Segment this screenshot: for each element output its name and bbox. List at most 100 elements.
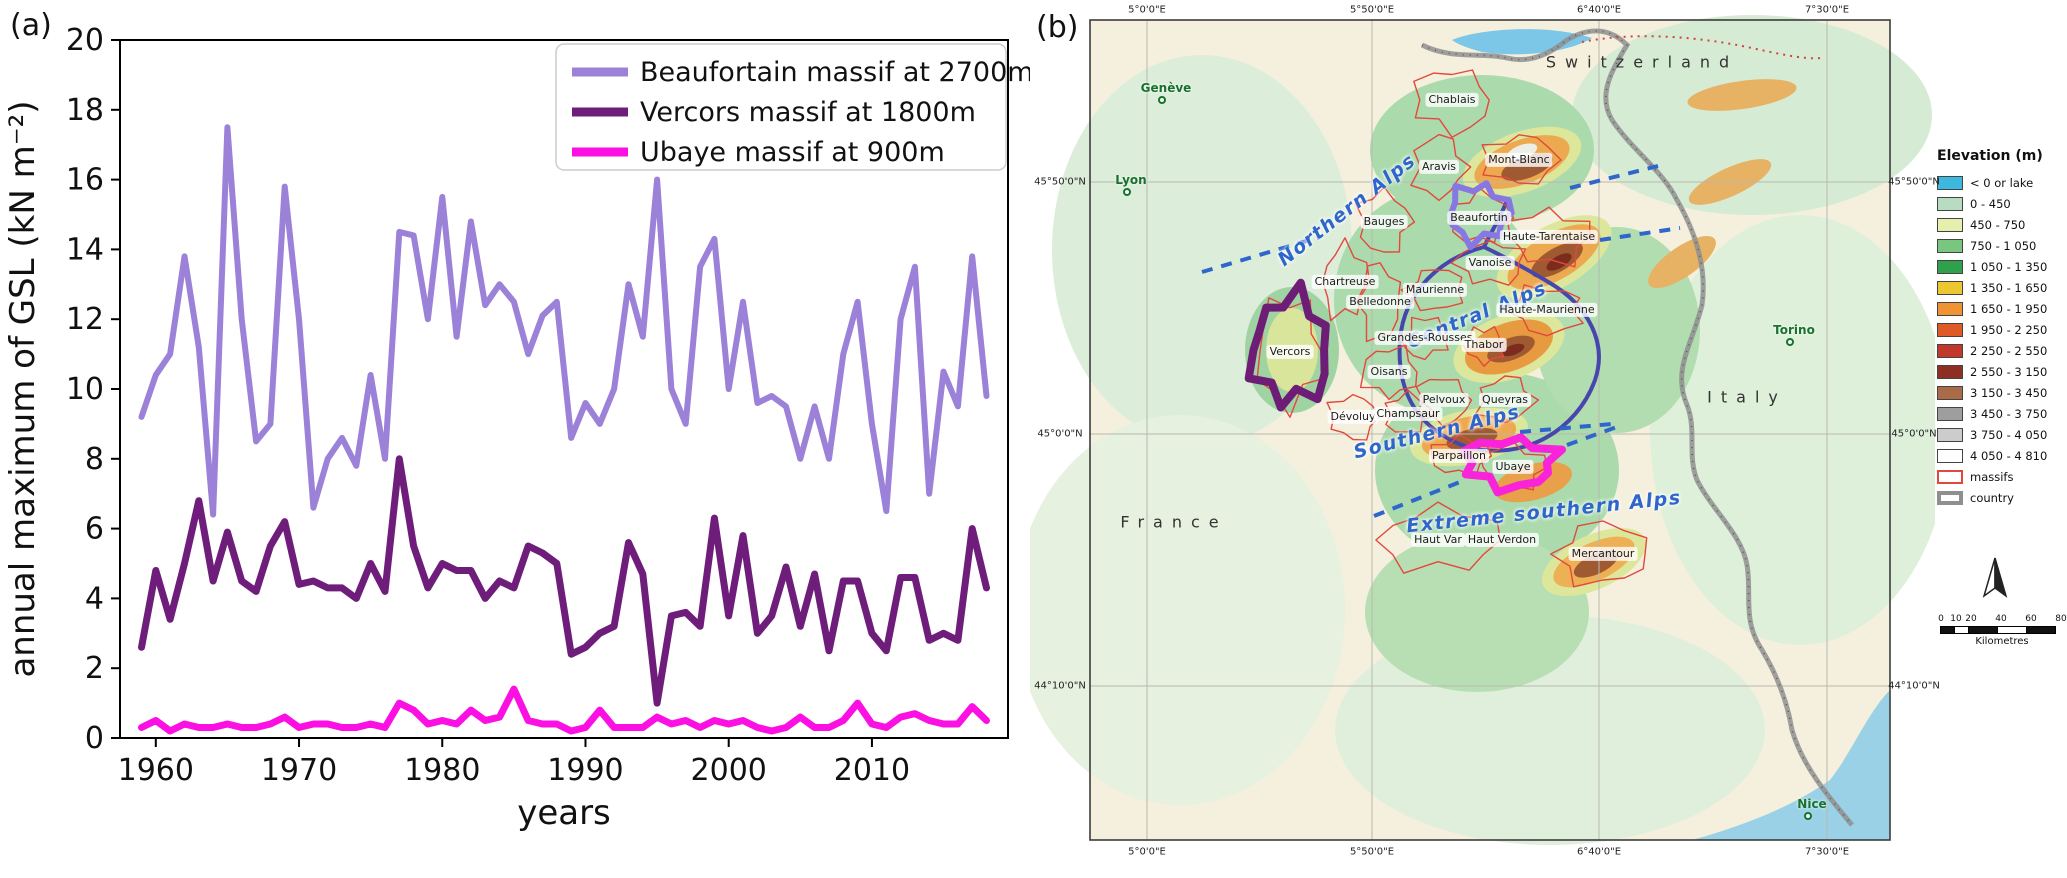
x-tick-label: 2010	[834, 753, 910, 788]
legend-entry-label: 1 650 - 1 950	[1970, 301, 2048, 316]
terrain	[1030, 15, 1935, 845]
x-axis-title: years	[517, 793, 611, 833]
legend-swatch-icon	[1937, 259, 1963, 274]
north-arrow	[1977, 554, 2063, 604]
x-tick-label: 1990	[547, 753, 623, 788]
y-tick-label: 2	[85, 651, 104, 686]
legend-swatch-icon	[1937, 448, 1963, 463]
legend-entry-label: 3 450 - 3 750	[1970, 406, 2048, 421]
legend-entry: 1 050 - 1 350	[1937, 256, 2063, 277]
panel-b: (b)	[1030, 0, 2067, 878]
legend-entry-label: 2 550 - 3 150	[1970, 364, 2048, 379]
legend-entry-label: 4 050 - 4 810	[1970, 448, 2048, 463]
massif-boundary	[1450, 240, 1527, 286]
scale-bar-tick-label: 0	[1938, 614, 1944, 624]
series-line-1	[138, 455, 990, 707]
legend-entry-label: 1 050 - 1 350	[1970, 259, 2048, 274]
legend-entry-label: 2 250 - 2 550	[1970, 343, 2048, 358]
alps-map: 5°0'0"E 5°0'0"E 5°50'0"E 5°50'0"E 6°40'0"E 6°…	[1030, 0, 1940, 878]
legend-entry: 1 950 - 2 250	[1937, 319, 2063, 340]
panel-a-label: (a)	[10, 8, 52, 43]
graticule	[1090, 20, 1890, 840]
map-legend: Elevation (m) < 0 or lake 0 - 450 450 - 75…	[1935, 0, 2067, 878]
massif-boundary	[1550, 520, 1648, 588]
legend-entry-label: 0 - 450	[1970, 196, 2011, 211]
legend-entry-label: 750 - 1 050	[1970, 238, 2037, 253]
y-tick-label: 10	[66, 372, 104, 407]
legend-entry-label: country	[1970, 490, 2014, 505]
y-tick-label: 8	[85, 442, 104, 477]
legend-swatch-icon	[1937, 175, 1963, 190]
chart-legend-label: Vercors massif at 1800m	[640, 97, 976, 128]
legend-swatch-icon	[1937, 280, 1963, 295]
legend-entry-label: 3 150 - 3 450	[1970, 385, 2048, 400]
x-tick-label: 1970	[261, 753, 337, 788]
gsl-timeseries-chart: 0 2 4 6 8 10 12 14 16 18 20 1960 1970 1980 1990 2000 201…	[3, 23, 1034, 833]
legend-swatch-icon	[1937, 406, 1963, 421]
legend-entry-label: < 0 or lake	[1970, 175, 2034, 190]
legend-entry: 2 550 - 3 150	[1937, 361, 2063, 382]
y-tick-label: 4	[85, 581, 104, 616]
chart-legend-label: Beaufortain massif at 2700m	[640, 57, 1030, 88]
legend-entry-label: 1 350 - 1 650	[1970, 280, 2048, 295]
massif-boundary	[1256, 297, 1323, 418]
legend-entry: < 0 or lake	[1937, 172, 2063, 193]
y-tick-label: 18	[66, 93, 104, 128]
vercors-highlight-outline	[1244, 278, 1330, 412]
legend-entry-label: 3 750 - 4 050	[1970, 427, 2048, 442]
scale-bar-tick-label: 40	[1995, 614, 2007, 624]
legend-swatch-icon	[1937, 343, 1963, 358]
legend-entry: 3 450 - 3 750	[1937, 403, 2063, 424]
outline-legend-entries: massifs country	[1937, 466, 2063, 508]
legend-entry-label: massifs	[1970, 469, 2014, 484]
elevation-legend-entries: < 0 or lake 0 - 450 450 - 750 750 - 1 050 1 …	[1937, 172, 2063, 466]
panel-a: (a) 0 2 4 6 8 10 12 14 16 18 20 1960 1970 1980 1990 200…	[0, 0, 1034, 878]
region-dashed-separators	[1201, 164, 1681, 518]
scale-bar-tick-label: 10	[1950, 614, 1962, 624]
x-tick-label: 2000	[691, 753, 767, 788]
y-tick-label: 6	[85, 512, 104, 547]
legend-swatch-icon	[1937, 364, 1963, 379]
alps-map-canvas	[1030, 15, 1935, 845]
legend-entry: 0 - 450	[1937, 193, 2063, 214]
legend-swatch-icon	[1937, 217, 1963, 232]
scale-bar: 0 10 20 40 60 80 Kilometres	[1938, 614, 2067, 647]
legend-swatch-icon	[1937, 322, 1963, 337]
legend-entry: 4 050 - 4 810	[1937, 445, 2063, 466]
legend-entry: massifs	[1937, 466, 2063, 487]
y-tick-label: 20	[66, 23, 104, 58]
north-arrow-icon	[1982, 557, 2008, 598]
country-border	[1420, 28, 1854, 827]
scale-bar-tick-label: 20	[1965, 614, 1977, 624]
legend-entry: 2 250 - 2 550	[1937, 340, 2063, 361]
scale-bar-unit: Kilometres	[1975, 636, 2029, 647]
legend-outline-swatch-icon	[1937, 469, 1963, 484]
legend-swatch-icon	[1937, 427, 1963, 442]
legend-entry-label: 1 950 - 2 250	[1970, 322, 2048, 337]
legend-entry: 450 - 750	[1937, 214, 2063, 235]
legend-entry: 750 - 1 050	[1937, 235, 2063, 256]
scale-bar-tick-label: 60	[2025, 614, 2037, 624]
legend-swatch-icon	[1937, 238, 1963, 253]
scale-bar-segment	[1968, 626, 1998, 634]
sea	[1692, 690, 1890, 840]
red-dotted-border	[1581, 35, 1823, 60]
massif-boundary	[1400, 269, 1464, 312]
scale-bar-segment	[1954, 626, 1969, 634]
y-tick-label: 0	[85, 721, 104, 756]
legend-outline-swatch-icon	[1937, 490, 1963, 505]
legend-title: Elevation (m)	[1937, 148, 2043, 164]
y-axis-title: annual maximum of GSL (kN m⁻²)	[3, 100, 43, 677]
map-frame	[1089, 19, 1891, 841]
legend-entry: 1 650 - 1 950	[1937, 298, 2063, 319]
chart-legend-box	[555, 43, 1007, 171]
massif-boundary	[1479, 440, 1548, 491]
plot-frame	[119, 39, 1009, 739]
scale-bar-labels: 0 10 20 40 60 80	[1938, 614, 2067, 626]
y-tick-label: 12	[66, 302, 104, 337]
scale-bar-segment	[2026, 626, 2056, 634]
series-line-0	[138, 124, 990, 518]
legend-swatch-icon	[1937, 301, 1963, 316]
legend-entry: 1 350 - 1 650	[1937, 277, 2063, 298]
scale-bar-segment	[1940, 626, 1955, 634]
